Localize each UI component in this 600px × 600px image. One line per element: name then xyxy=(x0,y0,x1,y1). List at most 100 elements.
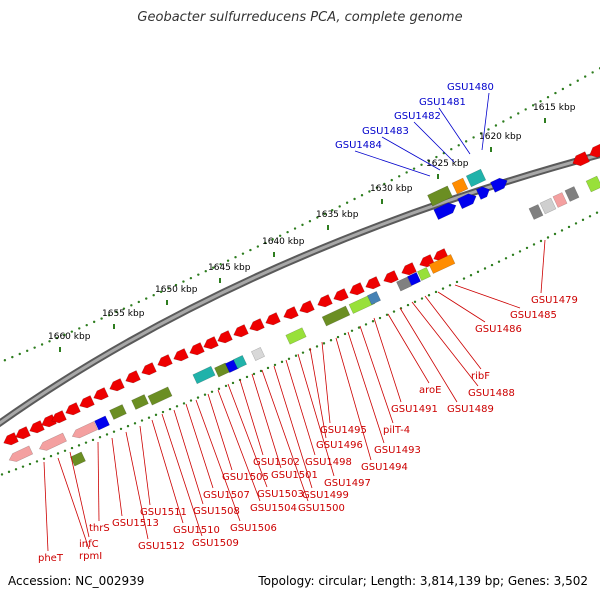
gene-label-minus: pheT xyxy=(38,553,64,564)
tick-dot xyxy=(197,273,200,276)
tick-dot xyxy=(420,297,424,300)
gene-leader-line xyxy=(297,353,335,477)
tick-dot xyxy=(112,430,116,433)
tick-dot xyxy=(561,87,565,91)
tick-dot xyxy=(464,140,468,143)
tick-dot xyxy=(338,205,341,208)
gene-leader-line xyxy=(309,347,327,439)
tick-dot xyxy=(448,284,452,287)
tick-dot xyxy=(256,245,260,248)
gene-leader-line xyxy=(69,451,90,538)
tick-dot xyxy=(294,354,298,357)
scale-label: 1630 kbp xyxy=(370,184,413,194)
tick-dot xyxy=(70,330,74,333)
gene-leader-line xyxy=(354,150,431,177)
gene-leader-line xyxy=(335,337,372,461)
tick-dot xyxy=(308,220,312,223)
tick-dot xyxy=(455,280,459,284)
tick-dot xyxy=(203,393,207,396)
tick-dot xyxy=(133,422,137,425)
tick-dot xyxy=(42,457,46,460)
gene-label-minus: GSU1513 xyxy=(112,518,159,529)
gene-label-minus: GSU1485 xyxy=(510,310,557,321)
tick-dot xyxy=(322,342,326,345)
tick-dot xyxy=(434,290,438,294)
gene-arrow-minus xyxy=(65,402,81,416)
gene-leader-line xyxy=(411,301,479,387)
tick-dot xyxy=(3,359,7,362)
scale-label: 1640 kbp xyxy=(262,237,305,247)
gene-arrow-minus xyxy=(401,262,417,276)
tick-dot xyxy=(392,310,396,313)
tick-dot xyxy=(350,329,354,332)
gene-leader-line xyxy=(321,341,331,424)
tick-dot xyxy=(509,116,512,119)
tick-dot xyxy=(18,352,21,356)
gene-label-minus: GSU1494 xyxy=(361,462,408,473)
tick-dot xyxy=(385,313,389,317)
scale-label: 1650 kbp xyxy=(155,285,198,295)
tick-dot xyxy=(560,229,564,232)
gene-arrow-minus xyxy=(283,306,299,320)
gene-leader-line xyxy=(261,369,309,502)
tick-dot xyxy=(252,372,256,376)
gene-label-minus: GSU1512 xyxy=(138,541,185,552)
inner-scale-line xyxy=(0,211,599,476)
tick-dot xyxy=(126,424,130,428)
gene-arrow-minus xyxy=(93,387,109,401)
tick-dot xyxy=(357,326,361,329)
tick-dot xyxy=(567,225,571,229)
gene-leader-line xyxy=(381,136,441,171)
tick-dot xyxy=(167,287,170,290)
tick-dot xyxy=(576,79,579,82)
tick-dot xyxy=(26,349,29,353)
gene-arrow-minus-faded xyxy=(8,445,34,462)
gene-arrow-minus xyxy=(333,288,349,302)
gene-label-plus: GSU1483 xyxy=(362,126,409,137)
gene-arrow-plus xyxy=(475,186,490,200)
tick-dot xyxy=(494,124,498,127)
gene-leader-line xyxy=(185,403,214,489)
tick-dot xyxy=(469,274,473,277)
gene-label-minus: GSU1510 xyxy=(173,525,220,536)
gene-block xyxy=(131,394,149,410)
tick-dot xyxy=(189,276,193,280)
gene-leader-line xyxy=(57,457,90,550)
tick-dot xyxy=(78,327,81,330)
tick-dot xyxy=(212,266,215,269)
gene-label-minus: ribF xyxy=(471,371,490,382)
tick-dot xyxy=(174,283,178,287)
gene-block-faded xyxy=(552,192,568,208)
gene-arrow-minus xyxy=(203,336,219,350)
gene-leader-line xyxy=(207,393,233,471)
gene-label-minus: GSU1507 xyxy=(203,490,250,501)
gene-block-faded xyxy=(539,197,557,215)
tick-dot xyxy=(182,280,185,283)
gene-arrow-minus xyxy=(29,420,45,434)
tick-dot xyxy=(497,260,501,263)
scale-label: 1655 kbp xyxy=(102,309,145,319)
gene-label-minus: thrS xyxy=(89,523,110,534)
tick-dot xyxy=(84,441,88,444)
gene-leader-line xyxy=(413,121,455,163)
gene-label-plus: GSU1482 xyxy=(394,111,441,122)
tick-dot xyxy=(91,438,95,442)
gene-leader-line xyxy=(97,441,100,522)
gene-leader-line xyxy=(139,425,151,506)
tick-dot xyxy=(100,317,103,320)
gene-leader-line xyxy=(438,107,471,155)
tick-dot xyxy=(574,222,578,225)
tick-dot xyxy=(490,263,494,267)
gene-leader-line xyxy=(251,373,282,469)
tick-dot xyxy=(532,243,536,246)
tick-dot xyxy=(524,108,527,111)
tick-dot xyxy=(21,465,25,468)
gene-arrow-minus xyxy=(157,354,173,368)
topology-summary: Topology: circular; Length: 3,814,139 bp… xyxy=(258,574,588,588)
scale-label: 1615 kbp xyxy=(533,103,576,113)
gene-label-minus: GSU1511 xyxy=(140,507,187,518)
gene-leader-line xyxy=(111,437,123,517)
tick-dot xyxy=(554,91,557,95)
